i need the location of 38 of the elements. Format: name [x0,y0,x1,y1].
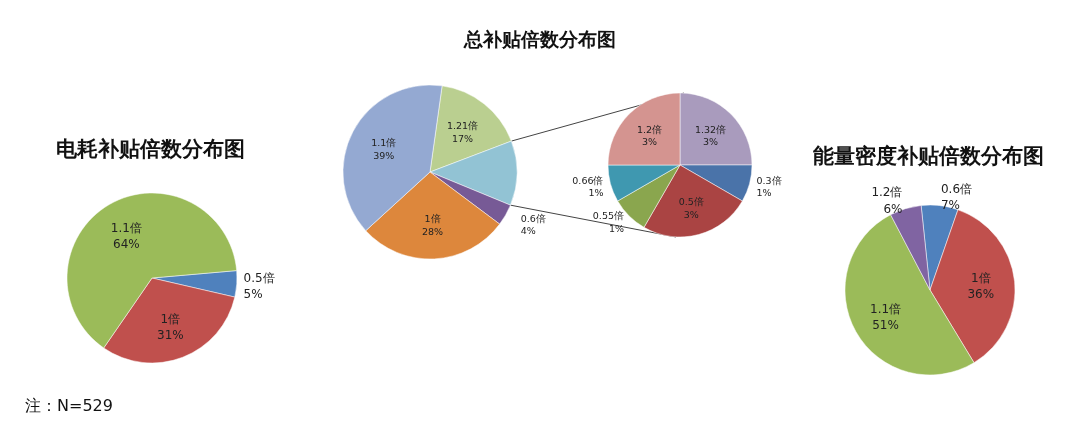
data-label: 31% [157,328,184,343]
slice-label: 1倍 [970,271,991,286]
data-label: 3% [683,208,699,220]
data-label: 28% [421,226,444,238]
slice-label: 1.1倍 [371,136,397,148]
data-label: 3% [703,136,719,148]
slice-label: 1倍 [160,312,181,327]
slice-label: 1.21倍 [446,120,479,132]
slice-label: 0.6倍 [940,182,973,197]
data-label: 6% [883,201,903,216]
data-label: 4% [520,225,536,237]
data-label: 17% [452,133,474,145]
data-label: 5% [243,287,263,302]
data-label: 39% [373,149,395,161]
slice-label: 1.2倍 [636,123,663,135]
slice-label: 0.3倍 [756,174,782,186]
data-label: 51% [872,317,899,332]
slice-label: 0.55倍 [592,210,624,222]
slice-label: 0.5倍 [243,271,275,285]
data-label: 64% [113,236,140,251]
slice-label: 1倍 [424,213,441,225]
chart-title: 总补贴倍数分布图 [463,28,616,50]
data-label: 7% [940,198,960,213]
slice-label: 1.1倍 [110,220,142,235]
chart-title: 电耗补贴倍数分布图 [55,137,245,161]
chart-title: 能量密度补贴倍数分布图 [812,144,1044,168]
data-label: 1% [588,187,604,199]
data-label: 1% [756,187,772,199]
data-label: 3% [641,136,657,148]
slice-label: 1.32倍 [694,123,727,135]
slice-label: 0.66倍 [572,174,604,186]
data-label: 1% [608,222,624,234]
slice-label: 1.2倍 [871,185,903,200]
slice-label: 1.1倍 [870,301,902,316]
data-label: 36% [967,287,995,302]
slice-label: 0.6倍 [520,212,546,224]
text: 注：N=529 [25,396,113,415]
slice-label: 0.5倍 [678,195,704,207]
